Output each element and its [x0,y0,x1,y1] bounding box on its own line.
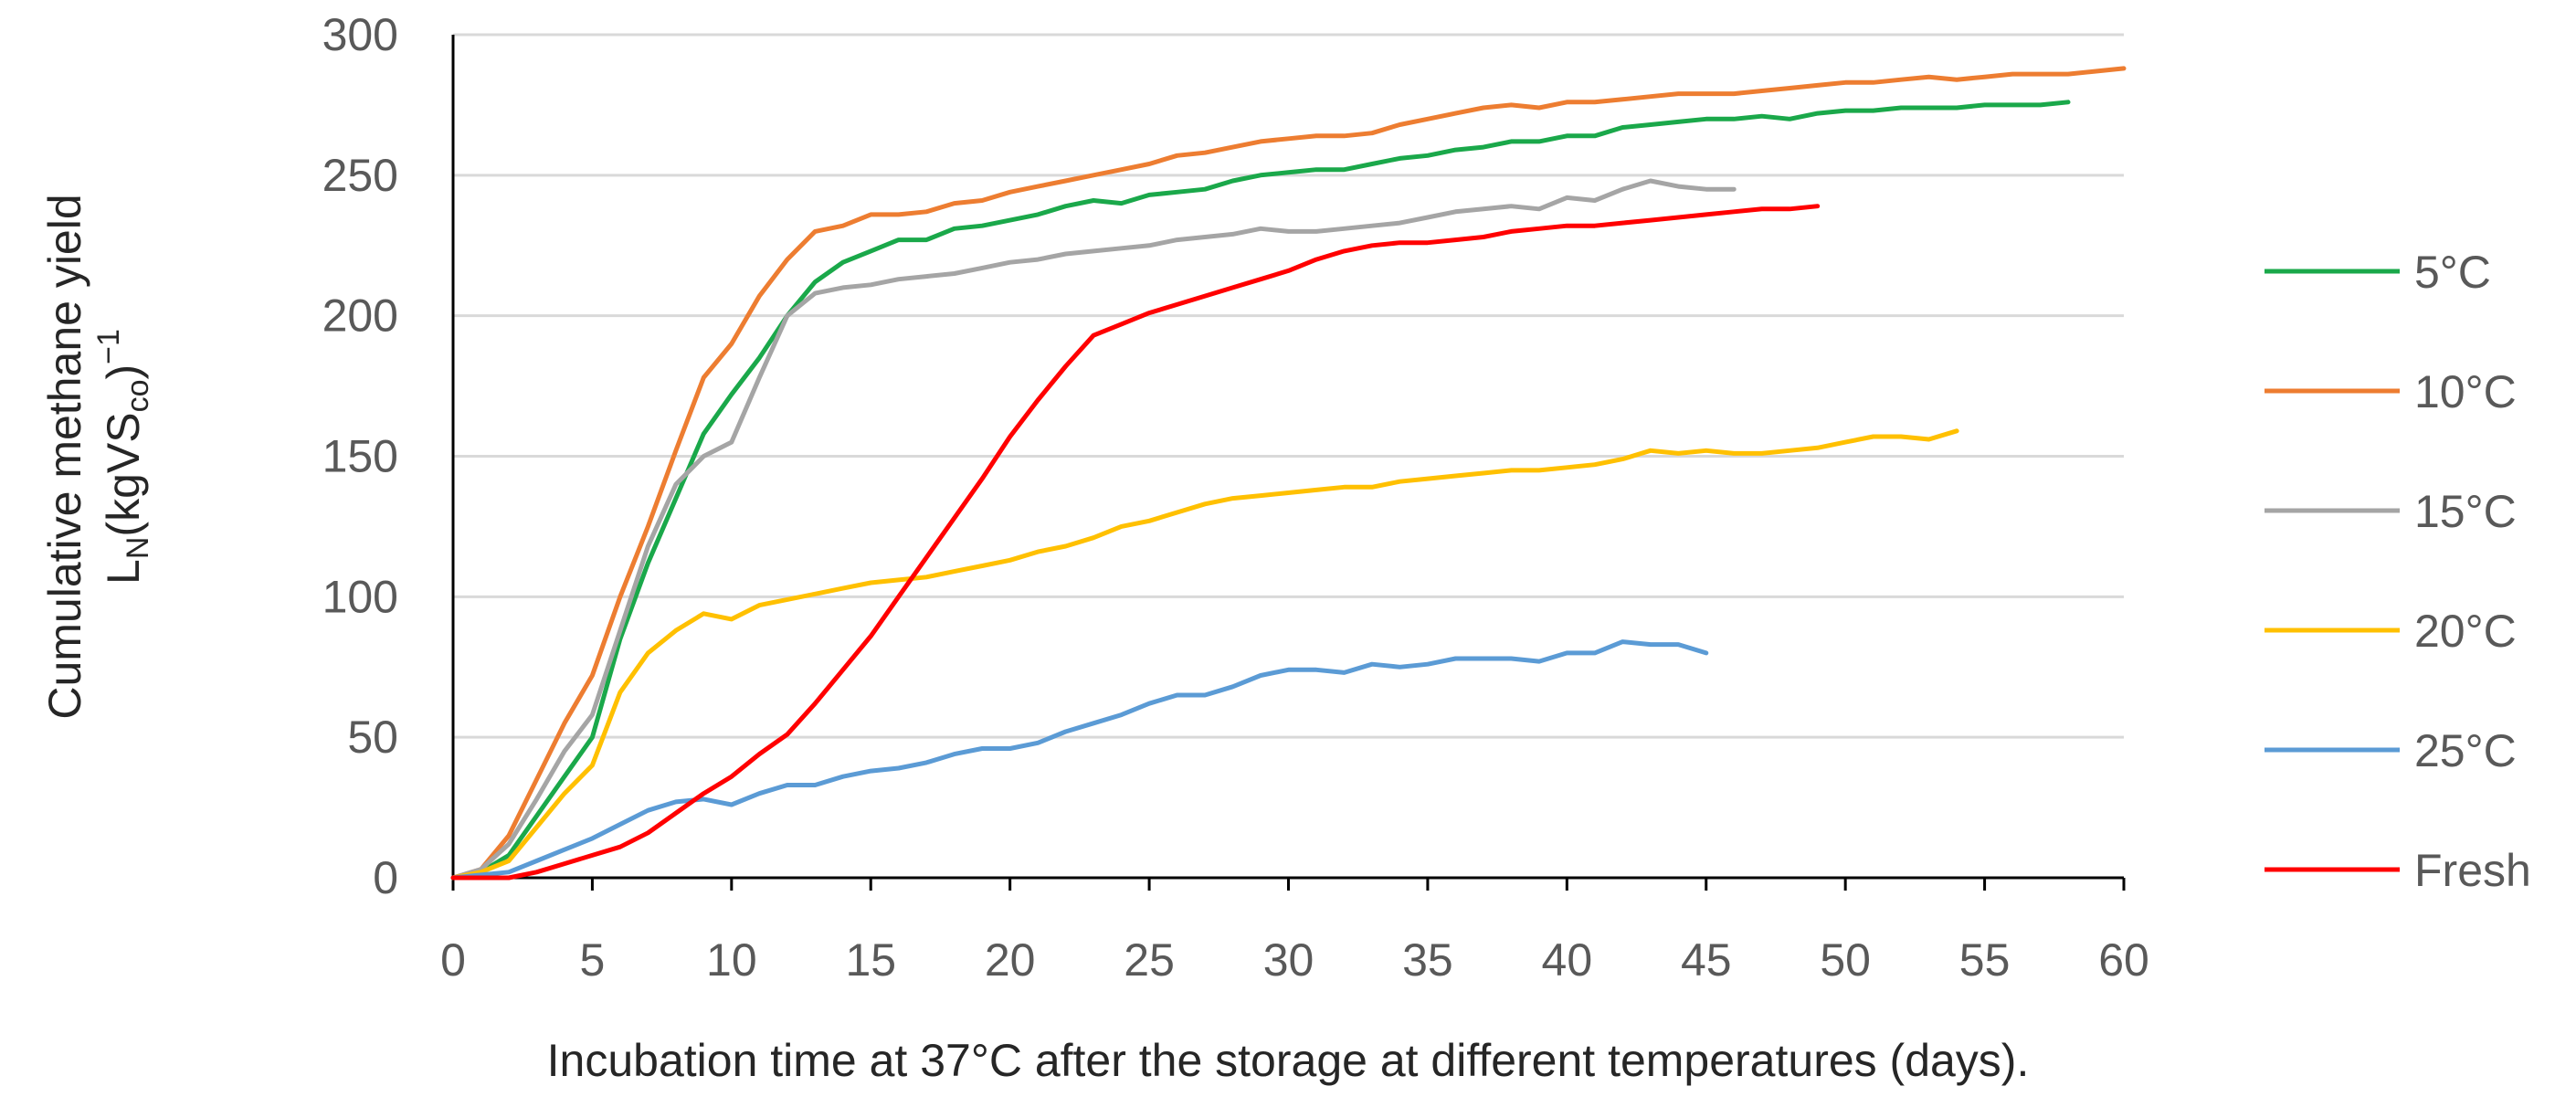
legend-label-2: 15°C [2414,486,2517,537]
y-axis-title-line2: LN(kgVSco)−1 [91,329,155,585]
y-tick-label: 300 [322,9,398,60]
x-axis-title: Incubation time at 37°C after the storag… [547,1035,2030,1086]
series-line-0 [450,100,2071,881]
x-tick-label: 30 [1263,934,1314,986]
legend-label-0: 5°C [2414,247,2491,298]
y-tick-label: 0 [373,852,398,903]
y-axis-title-line1: Cumulative methane yield [39,194,90,719]
x-tick-label: 45 [1681,934,1732,986]
y-axis-title: Cumulative methane yield [39,194,90,719]
y-axis-units: LN(kgVSco)−1 [91,329,155,585]
legend: 5°C 10°C 15°C 20°C 25°C Fresh [2265,247,2531,896]
series-line-1 [450,66,2127,881]
series-lines [450,66,2127,881]
legend-label-4: 25°C [2414,725,2517,776]
series-line-5 [450,204,1821,881]
legend-label-1: 10°C [2414,366,2517,417]
x-tick-label: 15 [845,934,896,986]
x-tick-label: 35 [1402,934,1453,986]
x-tick-label: 25 [1124,934,1175,986]
x-tick-label: 55 [1959,934,2011,986]
series-line-2 [450,178,1737,881]
y-tick-label: 250 [322,150,398,201]
y-tick-label: 200 [322,290,398,342]
x-tick-labels: 0 5 10 15 20 25 30 35 40 45 50 55 60 [440,934,2149,986]
axes [451,35,2126,891]
x-tick-label: 5 [580,934,606,986]
x-tick-label: 0 [440,934,466,986]
y-tick-label: 50 [347,712,398,763]
y-tick-labels: 0 50 100 150 200 250 300 [322,9,398,903]
x-tick-label: 10 [706,934,757,986]
legend-label-5: Fresh [2414,845,2531,896]
x-tick-label: 50 [1820,934,1871,986]
series-line-4 [450,639,1709,881]
x-tick-label: 20 [985,934,1036,986]
series-line-3 [450,428,1959,881]
x-tick-label: 40 [1542,934,1593,986]
y-tick-label: 150 [322,431,398,482]
y-tick-label: 100 [322,571,398,622]
x-tick-label: 60 [2098,934,2149,986]
gridlines [453,33,2124,739]
legend-label-3: 20°C [2414,606,2517,657]
